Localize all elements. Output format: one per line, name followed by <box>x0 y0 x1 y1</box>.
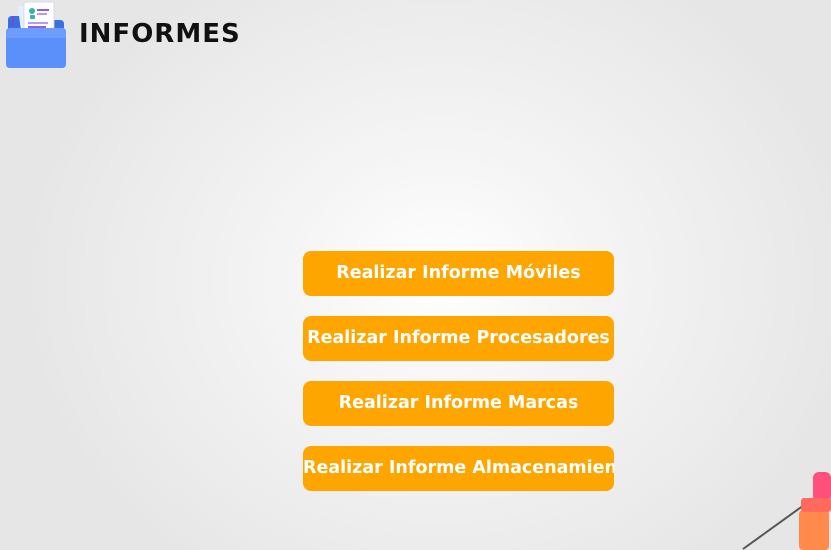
report-marcas-button[interactable]: Realizar Informe Marcas <box>303 381 614 426</box>
report-procesadores-button[interactable]: Realizar Informe Procesadores <box>303 316 614 361</box>
report-moviles-button[interactable]: Realizar Informe Móviles <box>303 251 614 296</box>
report-button-list: Realizar Informe Móviles Realizar Inform… <box>303 251 614 511</box>
decorative-blocks-icon <box>742 472 831 550</box>
page-title: INFORMES <box>79 19 241 49</box>
header: INFORMES <box>0 0 260 72</box>
report-folder-icon <box>6 1 66 68</box>
report-almacenamiento-button[interactable]: Realizar Informe Almacenamiento <box>303 446 614 491</box>
